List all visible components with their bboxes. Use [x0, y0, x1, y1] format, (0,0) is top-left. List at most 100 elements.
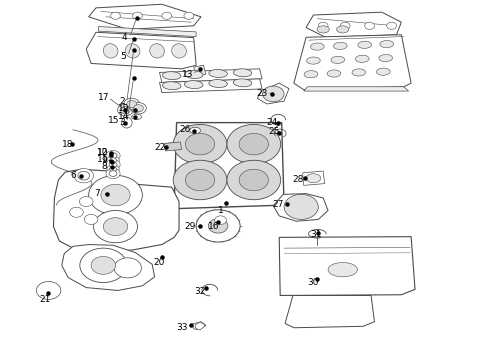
Ellipse shape	[376, 68, 390, 75]
Text: 8: 8	[101, 162, 107, 171]
Ellipse shape	[125, 44, 140, 58]
Circle shape	[239, 134, 269, 155]
Circle shape	[101, 184, 130, 206]
Circle shape	[173, 160, 227, 200]
Circle shape	[340, 22, 350, 30]
Polygon shape	[304, 87, 409, 91]
Polygon shape	[273, 194, 328, 221]
Text: 12: 12	[97, 148, 108, 157]
Circle shape	[185, 169, 215, 191]
Circle shape	[227, 160, 281, 200]
Circle shape	[109, 153, 117, 158]
Ellipse shape	[331, 56, 344, 63]
Polygon shape	[86, 32, 196, 69]
Circle shape	[107, 156, 119, 165]
Polygon shape	[62, 244, 155, 291]
Circle shape	[91, 256, 116, 274]
Ellipse shape	[190, 127, 200, 134]
Circle shape	[107, 165, 119, 174]
Ellipse shape	[327, 70, 341, 77]
Text: 21: 21	[39, 294, 50, 303]
Ellipse shape	[209, 69, 227, 77]
Text: 11: 11	[97, 155, 108, 164]
Text: 18: 18	[62, 140, 74, 149]
Ellipse shape	[328, 262, 357, 277]
Circle shape	[162, 12, 172, 19]
Ellipse shape	[122, 117, 132, 128]
Text: 14: 14	[118, 112, 129, 121]
Ellipse shape	[333, 42, 347, 49]
Ellipse shape	[209, 80, 227, 87]
Circle shape	[133, 12, 143, 19]
Circle shape	[114, 258, 142, 278]
Circle shape	[134, 105, 144, 112]
Circle shape	[184, 12, 194, 19]
Ellipse shape	[184, 71, 203, 78]
Circle shape	[124, 98, 140, 110]
Polygon shape	[159, 79, 262, 93]
Circle shape	[131, 103, 147, 114]
Text: 19: 19	[118, 104, 129, 113]
Polygon shape	[306, 12, 401, 37]
Text: 16: 16	[207, 222, 219, 231]
Ellipse shape	[233, 79, 252, 87]
Polygon shape	[279, 237, 415, 296]
Circle shape	[185, 134, 215, 155]
Ellipse shape	[132, 108, 141, 112]
Text: 4: 4	[122, 33, 127, 42]
Text: 32: 32	[195, 287, 206, 296]
Text: 28: 28	[292, 175, 303, 184]
Text: 25: 25	[269, 127, 280, 136]
Ellipse shape	[150, 44, 165, 58]
Circle shape	[109, 171, 117, 176]
Text: 17: 17	[98, 93, 109, 102]
Circle shape	[196, 210, 240, 242]
Ellipse shape	[317, 26, 329, 33]
Text: 10: 10	[97, 148, 108, 157]
Ellipse shape	[172, 44, 186, 58]
Circle shape	[80, 248, 127, 283]
Ellipse shape	[311, 43, 324, 50]
Ellipse shape	[379, 54, 392, 62]
Circle shape	[284, 194, 318, 220]
Circle shape	[74, 168, 94, 183]
Ellipse shape	[358, 41, 371, 48]
Circle shape	[173, 125, 227, 164]
Text: 7: 7	[95, 189, 100, 198]
Circle shape	[106, 159, 120, 170]
Polygon shape	[89, 4, 201, 30]
Polygon shape	[194, 65, 206, 76]
Circle shape	[106, 168, 120, 179]
Ellipse shape	[352, 69, 366, 76]
Text: 23: 23	[256, 89, 268, 98]
Circle shape	[239, 169, 269, 191]
Circle shape	[103, 218, 128, 235]
Circle shape	[111, 12, 121, 19]
Text: 5: 5	[120, 52, 126, 61]
Text: 13: 13	[182, 70, 193, 79]
Ellipse shape	[337, 26, 349, 33]
Ellipse shape	[355, 55, 369, 62]
Ellipse shape	[307, 57, 320, 64]
Ellipse shape	[184, 81, 203, 89]
Circle shape	[94, 211, 138, 243]
Text: 20: 20	[154, 258, 165, 267]
Text: 30: 30	[308, 278, 319, 287]
Circle shape	[109, 162, 117, 167]
Circle shape	[36, 282, 61, 300]
Polygon shape	[98, 27, 196, 37]
Polygon shape	[164, 142, 181, 151]
Text: 6: 6	[70, 171, 76, 180]
Text: 27: 27	[272, 200, 284, 209]
Text: 1: 1	[218, 206, 223, 215]
Circle shape	[365, 22, 374, 30]
Polygon shape	[192, 321, 206, 330]
Ellipse shape	[132, 114, 142, 120]
Text: 9: 9	[101, 156, 107, 165]
Text: 33: 33	[177, 323, 188, 332]
Circle shape	[118, 104, 133, 116]
Ellipse shape	[304, 71, 318, 78]
Circle shape	[263, 86, 284, 102]
Text: 24: 24	[266, 118, 277, 127]
Ellipse shape	[380, 40, 393, 48]
